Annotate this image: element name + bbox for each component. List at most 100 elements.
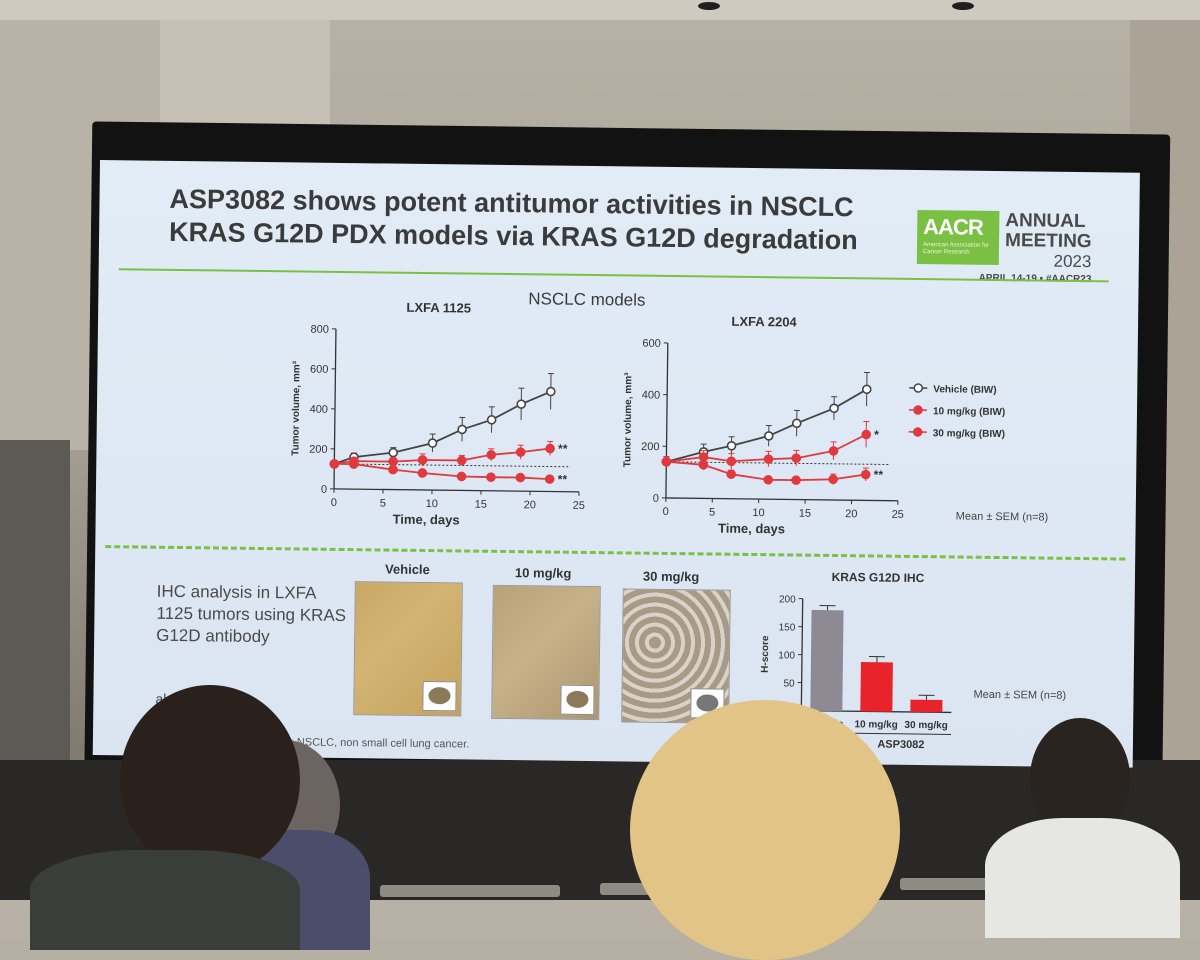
data-point (517, 400, 525, 408)
chart-title: LXFA 1125 (406, 300, 471, 316)
y-tick-label: 0 (653, 493, 659, 505)
significance-label: ** (558, 442, 568, 456)
annual-line2: MEETING (1005, 231, 1092, 252)
x-tick-label: 20 (524, 499, 536, 511)
data-point (419, 456, 427, 464)
data-point (830, 404, 838, 412)
chart-title: KRAS G12D IHC (832, 570, 925, 585)
x-tick-label: 5 (380, 497, 386, 509)
y-axis-label: H-score (760, 635, 771, 673)
micro-image-vehicle (353, 581, 463, 716)
ceiling-light (952, 2, 974, 10)
y-tick-label: 50 (783, 678, 795, 689)
x-tick-label: 15 (475, 499, 487, 511)
micro-label-vehicle: Vehicle (385, 562, 430, 578)
significance-label: * (874, 428, 879, 442)
group-label: ASP3082 (877, 739, 924, 752)
aacr-logo-subtitle: American Association for Cancer Research (923, 242, 995, 257)
data-point (727, 470, 735, 478)
presentation-slide: ASP3082 shows potent antitumor activitie… (93, 160, 1140, 768)
aacr-logo-text: AACR (923, 214, 983, 241)
x-axis-label: Time, days (393, 512, 460, 528)
y-tick-label: 150 (779, 622, 796, 633)
y-axis (666, 343, 668, 498)
title-divider (119, 268, 1109, 282)
x-tick-label: 0 (331, 497, 337, 509)
audience-head (120, 685, 300, 875)
micro-inset (560, 685, 594, 715)
category-label: 10 mg/kg (854, 719, 897, 731)
x-axis (666, 498, 898, 501)
chart-title: LXFA 2204 (731, 314, 797, 330)
data-point (829, 447, 837, 455)
data-point (699, 461, 707, 469)
data-point (727, 457, 735, 465)
ihc-description: IHC analysis in LXFA 1125 tumors using K… (156, 581, 347, 649)
y-tick-label: 400 (642, 389, 661, 401)
y-tick-label: 600 (642, 338, 661, 350)
data-point (765, 432, 773, 440)
data-point (862, 430, 870, 438)
group-bracket (855, 733, 951, 734)
data-point (330, 460, 338, 468)
chair (380, 885, 560, 897)
annual-line1: ANNUAL (1005, 211, 1092, 232)
x-tick-label: 5 (709, 506, 715, 518)
data-point (488, 416, 496, 424)
data-point (516, 474, 524, 482)
y-tick-label: 0 (321, 484, 327, 496)
significance-label: ** (874, 468, 884, 482)
data-point (546, 444, 554, 452)
micro-inset (422, 681, 456, 711)
y-tick-label: 200 (779, 594, 796, 605)
data-point (350, 460, 358, 468)
bar (810, 610, 843, 711)
ceiling-light (698, 2, 720, 10)
data-point (517, 448, 525, 456)
legend-label: 30 mg/kg (BIW) (933, 428, 1005, 440)
slide-title: ASP3082 shows potent antitumor activitie… (169, 183, 930, 258)
micro-image-10mg (491, 585, 601, 720)
bar (860, 662, 893, 712)
annual-year: 2023 (1005, 251, 1092, 272)
y-axis-label: Tumor volume, mm³ (290, 360, 302, 456)
data-point (792, 454, 800, 462)
data-point (389, 449, 397, 457)
data-point (863, 385, 871, 393)
x-tick-label: 15 (799, 508, 811, 520)
ceiling (0, 0, 1200, 20)
legend-marker (914, 428, 922, 436)
micro-label-10mg: 10 mg/kg (515, 565, 572, 581)
mean-sem-top: Mean ± SEM (n=8) (956, 510, 1049, 523)
x-tick-label: 10 (426, 498, 438, 510)
x-tick-label: 25 (892, 509, 904, 521)
y-tick-label: 200 (641, 441, 660, 453)
y-tick-label: 100 (778, 650, 795, 661)
data-point (418, 469, 426, 477)
audience-shirt (985, 818, 1180, 938)
y-tick-label: 800 (311, 324, 330, 336)
y-tick-label: 400 (310, 404, 329, 416)
annual-meeting-label: ANNUAL MEETING 2023 (1005, 211, 1092, 272)
data-point (862, 470, 870, 478)
x-tick-label: 0 (663, 506, 669, 518)
y-axis-label: Tumor volume, mm³ (622, 372, 634, 468)
x-tick-label: 10 (752, 507, 764, 519)
data-point (793, 419, 801, 427)
data-point (487, 451, 495, 459)
data-point (389, 466, 397, 474)
audience-head-blonde (630, 700, 900, 960)
data-point (792, 476, 800, 484)
data-point (389, 458, 397, 466)
data-point (764, 455, 772, 463)
legend-marker (914, 406, 922, 414)
legend-label: Vehicle (BIW) (933, 384, 996, 396)
x-tick-label: 20 (845, 508, 857, 520)
data-point (429, 439, 437, 447)
data-point (458, 456, 466, 464)
data-point (487, 473, 495, 481)
x-axis (334, 489, 579, 492)
data-point (547, 387, 555, 395)
y-tick-label: 600 (310, 364, 329, 376)
